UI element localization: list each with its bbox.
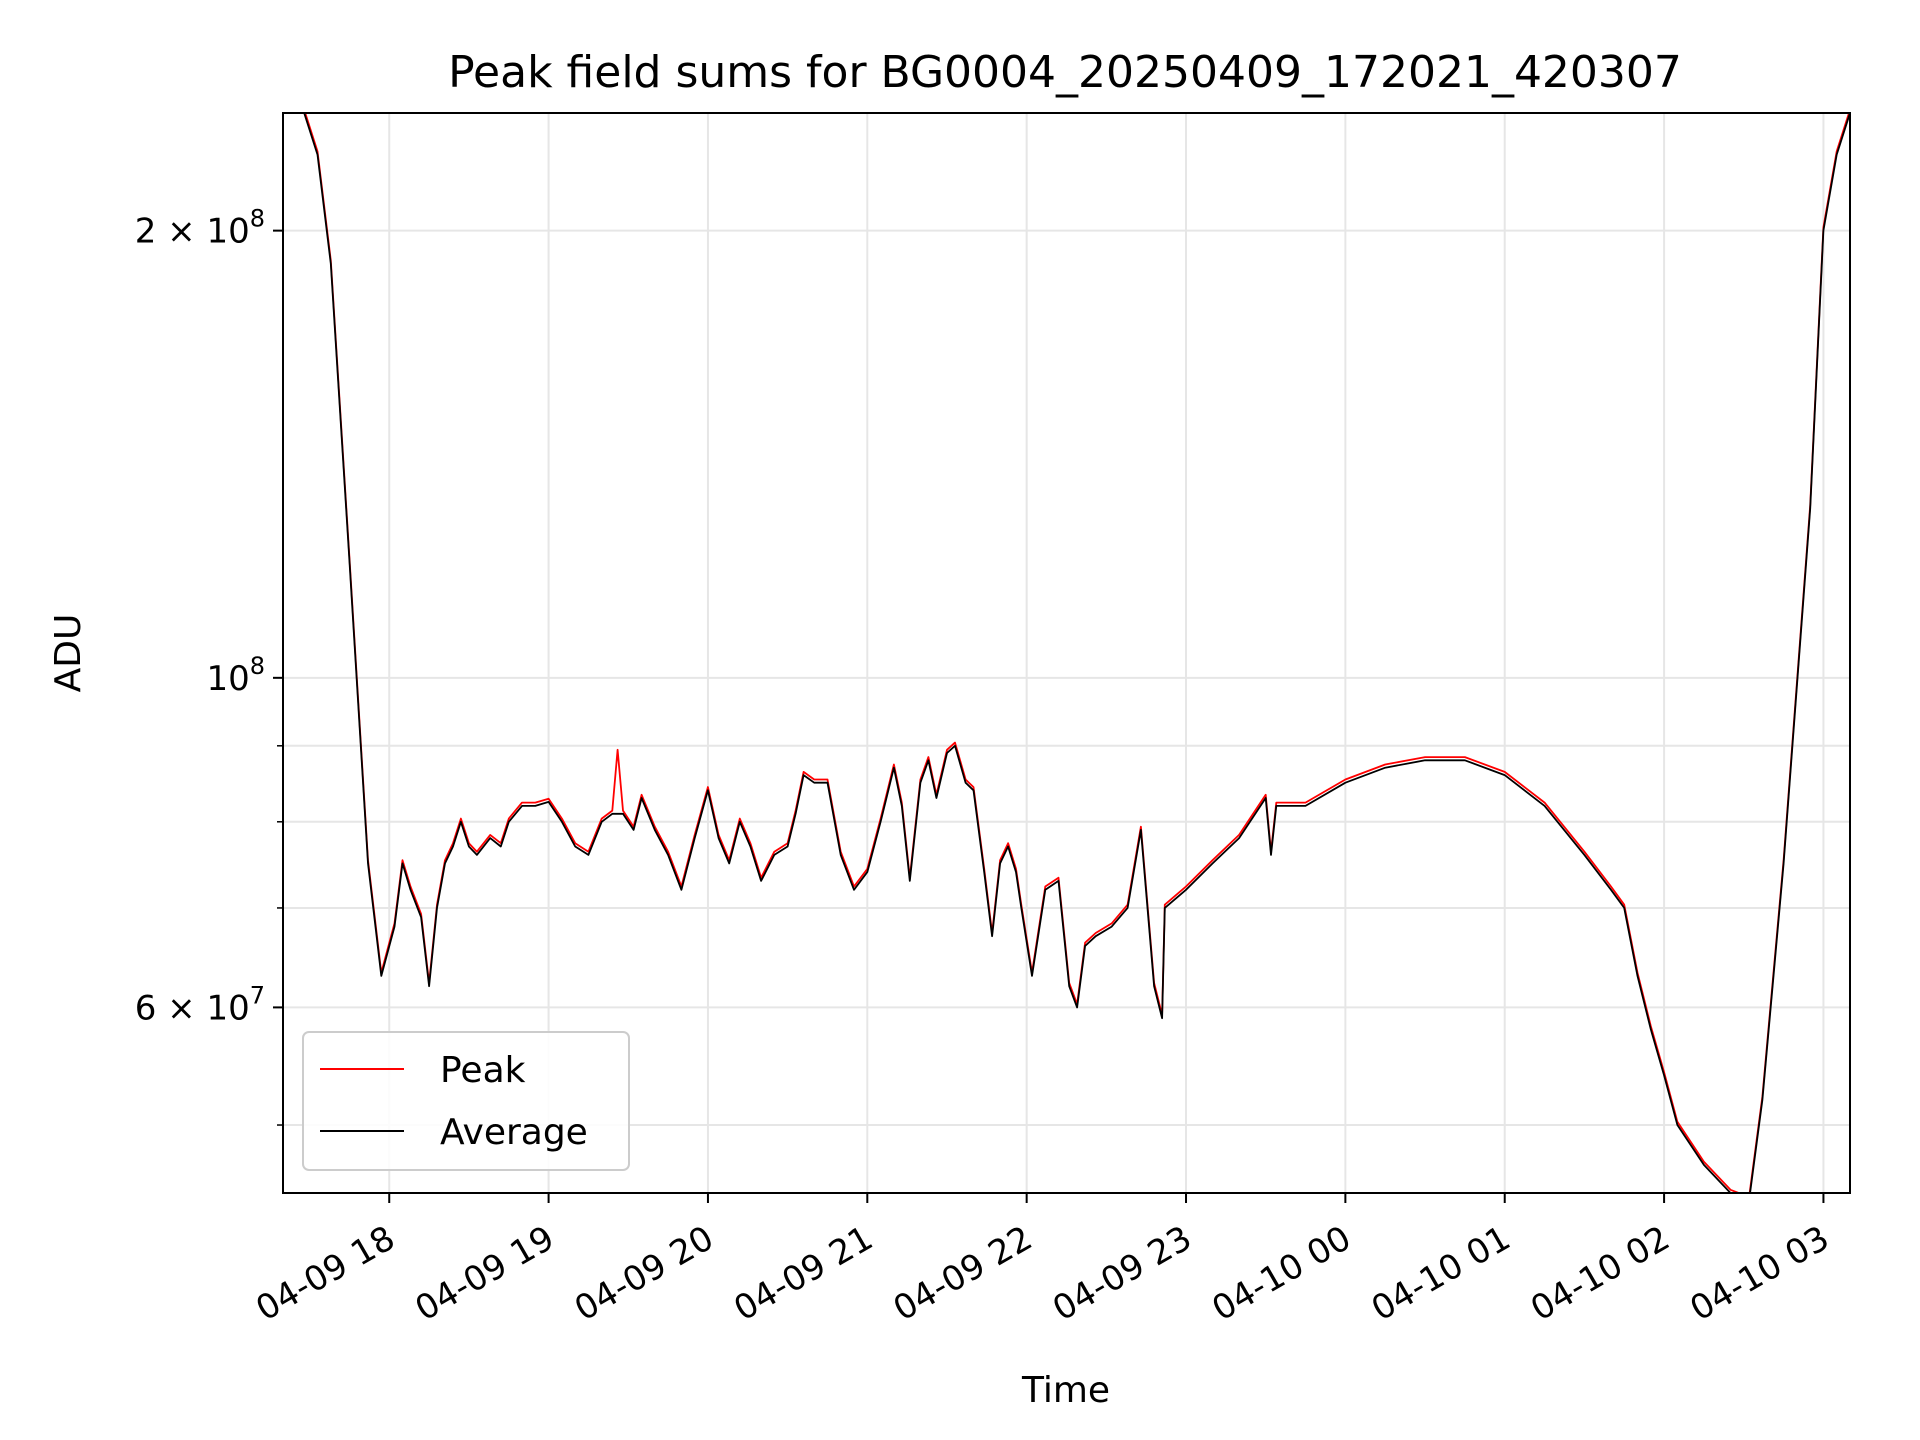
chart-title: Peak field sums for BG0004_20250409_1720… <box>448 47 1682 98</box>
legend: Peak Average <box>302 1031 630 1171</box>
y-axis-label: ADU <box>48 614 89 693</box>
series-group <box>283 113 1850 1193</box>
y-axis: 6 × 107 108 2 × 108 <box>135 205 283 1126</box>
legend-label-peak: Peak <box>440 1050 526 1091</box>
y-tick-label: 108 <box>206 652 265 699</box>
legend-label-average: Average <box>440 1112 588 1153</box>
series-line-average <box>283 113 1850 1193</box>
y-tick-label: 6 × 107 <box>135 981 265 1028</box>
y-tick-label: 2 × 108 <box>135 205 265 252</box>
x-axis-label: Time <box>1021 1370 1110 1411</box>
legend-box <box>302 1031 630 1171</box>
plot-frame <box>282 112 1851 1194</box>
